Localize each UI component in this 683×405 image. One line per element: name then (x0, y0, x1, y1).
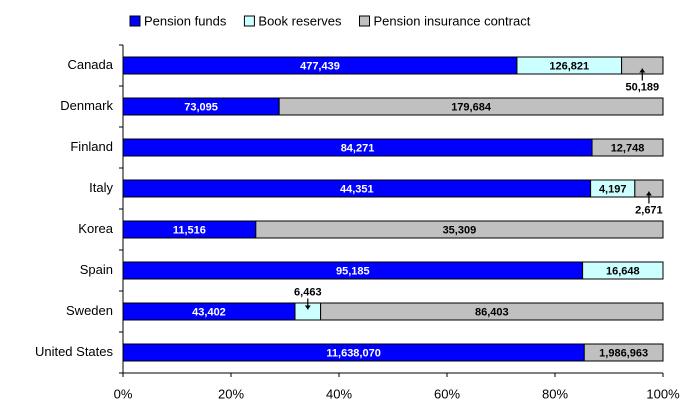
data-label: 43,402 (192, 306, 226, 318)
data-label: 6,463 (294, 286, 322, 298)
data-label: 84,271 (341, 142, 375, 154)
x-tick-label: 0% (114, 386, 133, 401)
legend-swatch (129, 15, 141, 27)
data-label: 12,748 (611, 142, 645, 154)
legend-label: Pension insurance contract (374, 13, 531, 28)
data-label: 11,638,070 (326, 347, 380, 359)
data-label: 2,671 (635, 204, 663, 216)
legend-swatch (359, 15, 370, 27)
y-tick-label: Finland (70, 139, 113, 154)
data-label: 95,185 (336, 265, 370, 277)
bar-segment (255, 220, 664, 239)
x-tick-label: 60% (434, 386, 460, 401)
bar-segment (591, 138, 664, 157)
y-tick-label: United States (35, 344, 114, 359)
bar-segment (582, 261, 664, 280)
data-label: 73,095 (184, 101, 218, 113)
data-label: 44,351 (340, 183, 374, 195)
callout-arrowhead (645, 191, 652, 196)
data-label: 35,309 (443, 224, 477, 236)
callout-arrowhead (639, 68, 646, 73)
y-tick-label: Spain (80, 262, 113, 277)
data-label: 11,516 (173, 224, 206, 236)
x-tick-label: 100% (646, 386, 680, 401)
data-label: 126,821 (549, 60, 589, 72)
bar-segment (278, 97, 664, 116)
data-label: 477,439 (300, 60, 340, 72)
legend-swatch (243, 15, 255, 27)
y-tick-label: Canada (67, 57, 113, 72)
x-tick-label: 20% (218, 386, 244, 401)
data-label: 16,648 (606, 265, 640, 277)
data-label: 179,684 (451, 101, 492, 113)
legend-label: Book reserves (258, 13, 342, 28)
y-tick-label: Italy (89, 180, 113, 195)
callout-arrowhead (304, 305, 311, 310)
bar-segment (320, 302, 664, 321)
y-tick-label: Denmark (60, 98, 113, 113)
y-tick-label: Sweden (66, 303, 113, 318)
y-tick-label: Korea (78, 221, 113, 236)
bar-segment (583, 343, 664, 362)
legend-label: Pension funds (144, 13, 227, 28)
data-label: 86,403 (475, 306, 509, 318)
data-label: 1,986,963 (599, 347, 648, 359)
data-label: 50,189 (625, 81, 659, 93)
x-tick-label: 80% (542, 386, 568, 401)
data-label: 4,197 (599, 183, 627, 195)
x-tick-label: 40% (326, 386, 352, 401)
